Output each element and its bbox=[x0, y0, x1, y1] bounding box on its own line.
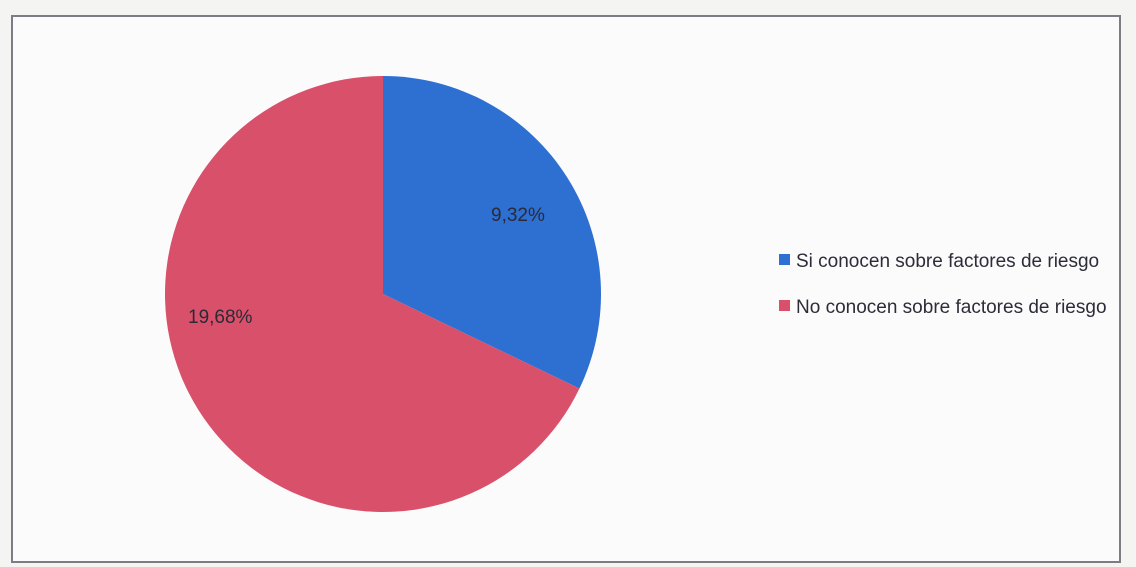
legend-item-si: Si conocen sobre factores de riesgo bbox=[779, 248, 1129, 276]
data-label-si-conocen: 9,32% bbox=[491, 205, 545, 226]
legend-label-si: Si conocen sobre factores de riesgo bbox=[796, 251, 1100, 272]
slice-si-conocen bbox=[383, 76, 601, 389]
chart-frame: 9,32% 19,68% Si conocen sobre factores de… bbox=[11, 15, 1121, 563]
legend-item-no: No conocen sobre factores de riesgo bbox=[779, 294, 1129, 322]
pie-chart: 9,32% 19,68% bbox=[165, 76, 601, 512]
legend-label-no: No conocen sobre factores de riesgo bbox=[796, 297, 1107, 318]
legend-swatch-no bbox=[779, 300, 790, 311]
legend: Si conocen sobre factores de riesgo No c… bbox=[779, 248, 1129, 340]
legend-swatch-si bbox=[779, 254, 790, 265]
data-label-no-conocen: 19,68% bbox=[188, 307, 253, 328]
slice-no-conocen bbox=[165, 76, 580, 512]
